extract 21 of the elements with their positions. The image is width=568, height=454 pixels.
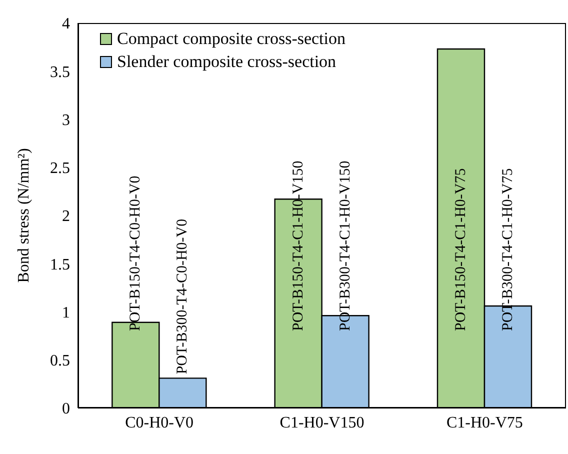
data-label: POT-B150-T4-C1-H0-V150	[290, 160, 306, 331]
x-tick-label: C0-H0-V0	[125, 414, 194, 432]
y-tick-label: 0.5	[50, 352, 70, 370]
data-label: POT-B300-T4-C1-H0-V75	[500, 168, 516, 331]
data-label: POT-B150-T4-C1-H0-V75	[452, 168, 469, 331]
y-tick-label: 0	[62, 400, 70, 418]
legend-label: Slender composite cross-section	[117, 51, 336, 73]
y-tick-label: 1.5	[50, 256, 70, 274]
y-tick-label: 3.5	[50, 64, 70, 81]
data-label: POT-B150-T4-C0-H0-V0	[128, 176, 144, 331]
data-label: POT-B300-T4-C1-H0-V150	[337, 160, 354, 331]
x-tick-label: C1-H0-V150	[280, 414, 364, 432]
legend-label: Compact composite cross-section	[117, 28, 346, 50]
y-tick-label: 4	[62, 16, 70, 33]
y-axis-title: Bond stress (N/mm²)	[16, 148, 33, 283]
y-tick-label: 1	[62, 304, 70, 322]
y-tick-label: 2.5	[50, 160, 70, 178]
data-label: POT-B300-T4-C0-H0-V0	[174, 218, 191, 374]
x-tick-label: C1-H0-V75	[446, 414, 523, 432]
y-tick-label: 2	[62, 208, 70, 226]
y-tick-label: 3	[62, 112, 70, 129]
